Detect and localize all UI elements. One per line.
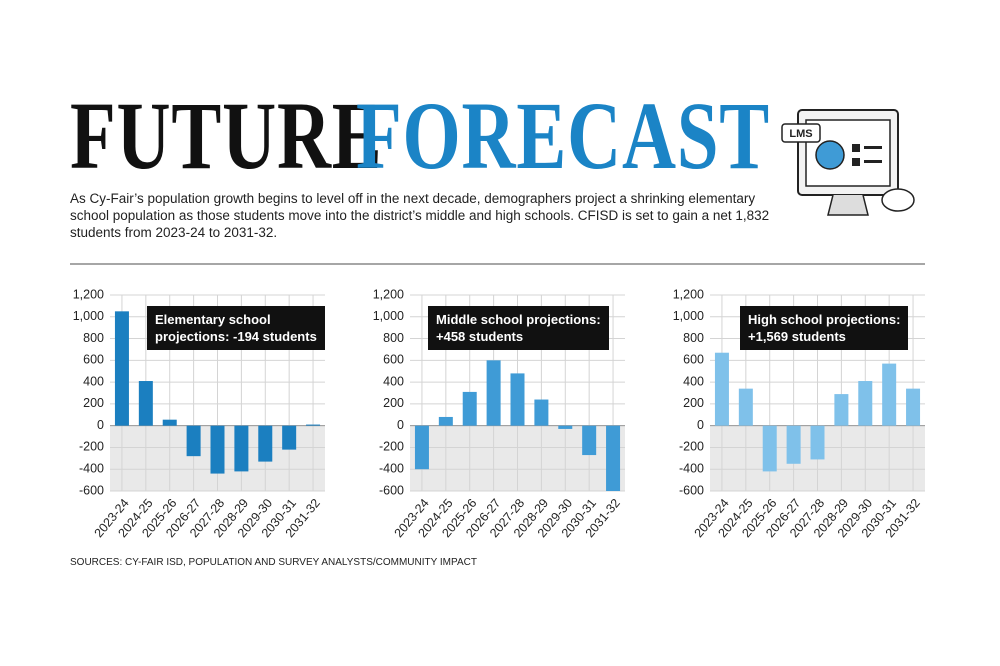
bar bbox=[510, 373, 525, 426]
stand bbox=[827, 194, 869, 216]
source: SOURCES: CY-FAIR ISD, POPULATION AND SUR… bbox=[70, 557, 477, 568]
y-tick-label: 800 bbox=[683, 331, 704, 345]
y-tick-label: -600 bbox=[679, 483, 704, 497]
y-tick-label: -400 bbox=[79, 462, 104, 476]
y-tick-label: -400 bbox=[679, 462, 704, 476]
annotation: Middle school projections: +458 students bbox=[428, 306, 609, 350]
y-tick-label: 800 bbox=[383, 331, 404, 345]
y-tick-label: 400 bbox=[83, 374, 104, 388]
annotation-line: +458 students bbox=[436, 329, 524, 344]
bar bbox=[306, 424, 321, 426]
y-tick-label: 1,000 bbox=[373, 309, 404, 323]
y-tick-label: 0 bbox=[397, 418, 404, 432]
label-tag bbox=[781, 123, 821, 143]
lms-icon: LMS bbox=[781, 109, 915, 216]
bar bbox=[138, 381, 153, 426]
annotation-line: projections: -194 students bbox=[155, 329, 317, 344]
bar bbox=[114, 311, 129, 426]
y-tick-label: 0 bbox=[697, 418, 704, 432]
annotation: Elementary school projections: -194 stude… bbox=[147, 306, 325, 350]
y-tick-label: 400 bbox=[683, 374, 704, 388]
bar bbox=[606, 425, 621, 491]
bar bbox=[186, 425, 201, 457]
bar bbox=[438, 416, 453, 426]
annotation-line: Elementary school bbox=[155, 312, 271, 327]
bar bbox=[810, 425, 825, 460]
play-icon bbox=[815, 140, 845, 170]
bar bbox=[210, 425, 225, 474]
y-tick-label: -200 bbox=[679, 440, 704, 454]
y-tick-label: 600 bbox=[383, 353, 404, 367]
annotation: High school projections: +1,569 students bbox=[740, 306, 909, 350]
icon-label: LMS bbox=[789, 128, 812, 140]
y-tick-label: 600 bbox=[83, 353, 104, 367]
bar bbox=[834, 394, 849, 426]
y-tick-label: -600 bbox=[379, 483, 404, 497]
bar bbox=[714, 352, 729, 426]
headline-dark: FUTURE bbox=[70, 82, 383, 189]
bar bbox=[858, 381, 873, 426]
bar bbox=[762, 425, 777, 472]
y-tick-label: 1,200 bbox=[73, 287, 104, 301]
bar bbox=[558, 425, 573, 429]
bullet bbox=[852, 158, 860, 166]
intro: As Cy-Fair’s population growth begins to… bbox=[70, 191, 770, 240]
y-tick-label: 0 bbox=[97, 418, 104, 432]
bar bbox=[162, 419, 177, 426]
cloud bbox=[881, 188, 915, 212]
text-line bbox=[864, 146, 882, 149]
y-tick-label: -200 bbox=[79, 440, 104, 454]
text-line bbox=[864, 160, 882, 163]
y-tick-label: -400 bbox=[379, 462, 404, 476]
bar bbox=[462, 391, 477, 426]
bar bbox=[582, 425, 597, 456]
bar bbox=[258, 425, 273, 462]
y-tick-label: 600 bbox=[683, 353, 704, 367]
bar bbox=[786, 425, 801, 464]
bar bbox=[234, 425, 249, 472]
y-tick-label: 200 bbox=[83, 396, 104, 410]
bullet bbox=[852, 144, 860, 152]
y-tick-label: 200 bbox=[383, 396, 404, 410]
y-tick-label: -600 bbox=[79, 483, 104, 497]
y-tick-label: 800 bbox=[83, 331, 104, 345]
y-tick-label: 1,200 bbox=[673, 287, 704, 301]
bar bbox=[486, 360, 501, 426]
y-tick-label: 1,000 bbox=[673, 309, 704, 323]
headline-accent: FORECAST bbox=[356, 82, 770, 189]
bar bbox=[534, 399, 549, 426]
annotation-line: Middle school projections: bbox=[436, 312, 601, 327]
y-tick-label: 400 bbox=[383, 374, 404, 388]
y-tick-label: -200 bbox=[379, 440, 404, 454]
bar bbox=[414, 425, 429, 470]
y-tick-label: 1,200 bbox=[373, 287, 404, 301]
bar bbox=[882, 363, 897, 426]
bar bbox=[738, 388, 753, 426]
bar bbox=[906, 388, 921, 426]
annotation-line: +1,569 students bbox=[748, 329, 846, 344]
y-tick-label: 1,000 bbox=[73, 309, 104, 323]
annotation-line: High school projections: bbox=[748, 312, 901, 327]
y-tick-label: 200 bbox=[683, 396, 704, 410]
bar bbox=[282, 425, 297, 450]
